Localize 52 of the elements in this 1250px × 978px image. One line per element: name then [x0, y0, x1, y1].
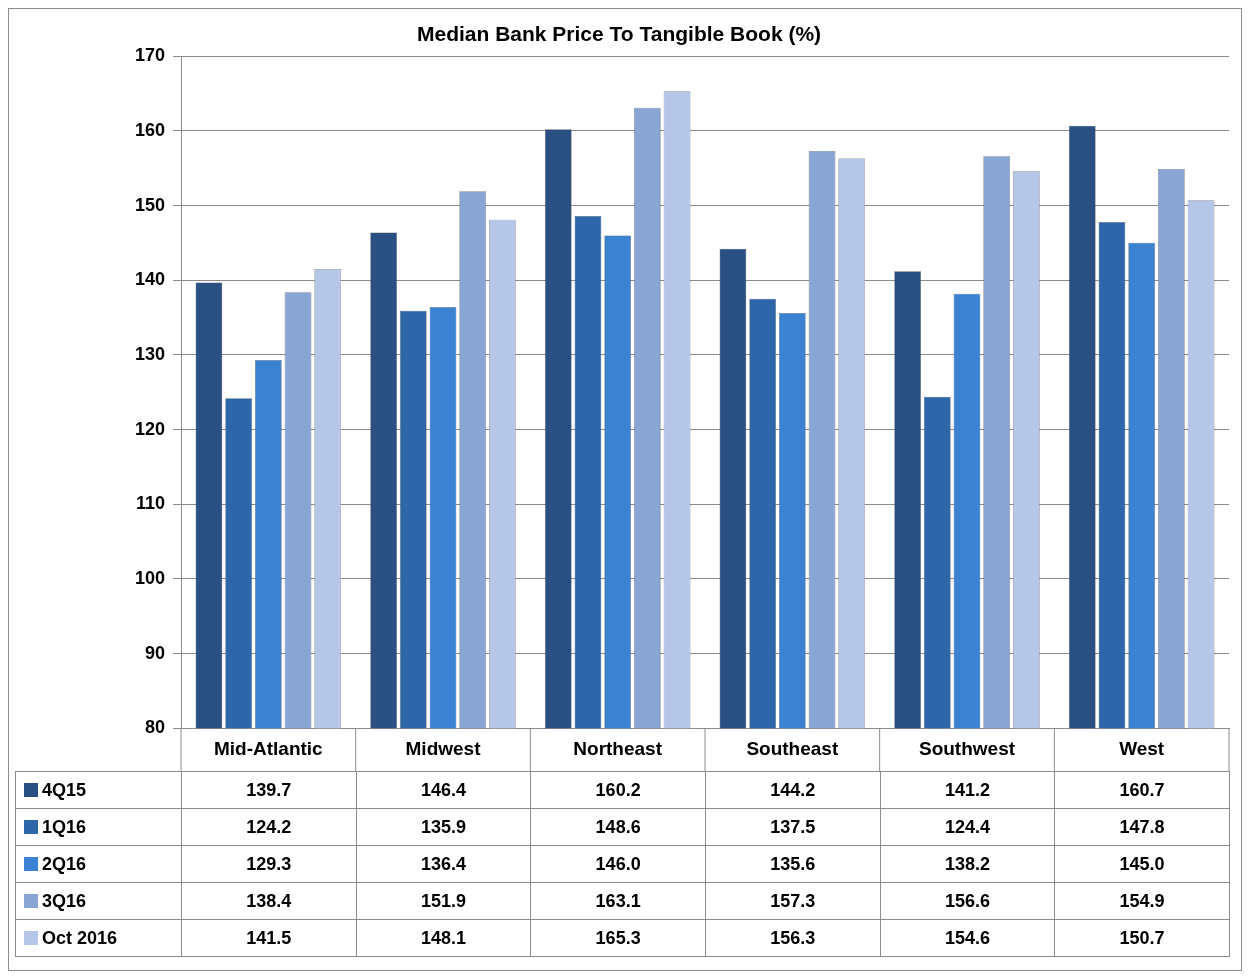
data-label: 154.6: [880, 919, 1055, 957]
data-label: 146.4: [356, 771, 531, 809]
y-tick-label: 140: [134, 269, 165, 290]
data-label: 151.9: [356, 882, 531, 920]
data-label: 136.4: [356, 845, 531, 883]
data-label: 138.2: [880, 845, 1055, 883]
data-label: 165.3: [530, 919, 706, 957]
x-tick-label: Southwest: [918, 737, 1016, 759]
legend-label: 4Q15: [42, 779, 87, 800]
x-tick-label: Mid-Atlantic: [213, 737, 324, 759]
data-label: 141.5: [181, 919, 357, 957]
data-label: 124.2: [181, 808, 357, 846]
data-label: 163.1: [530, 882, 706, 920]
data-label: 148.1: [356, 919, 531, 957]
data-label: 146.0: [530, 845, 706, 883]
data-label: 124.4: [880, 808, 1055, 846]
data-label: 147.8: [1054, 808, 1230, 846]
x-tick-label: Southeast: [746, 737, 839, 759]
y-tick-label: 120: [134, 418, 165, 439]
y-tick-label: 80: [144, 717, 165, 738]
data-label: 156.6: [880, 882, 1055, 920]
legend-label: 2Q16: [42, 853, 87, 874]
data-label: 154.9: [1054, 882, 1230, 920]
data-label: 129.3: [181, 845, 357, 883]
y-tick-label: 90: [144, 642, 165, 663]
data-label: 138.4: [181, 882, 357, 920]
data-label: 156.3: [705, 919, 881, 957]
data-label: 139.7: [181, 771, 357, 809]
y-tick-label: 150: [134, 194, 165, 215]
y-tick-label: 130: [134, 343, 165, 364]
data-label: 148.6: [530, 808, 706, 846]
data-label: 160.7: [1054, 771, 1230, 809]
data-label: 144.2: [705, 771, 881, 809]
x-tick-label: Midwest: [405, 737, 482, 759]
y-tick-label: 160: [134, 119, 165, 140]
y-tick-label: 170: [134, 45, 165, 66]
data-label: 141.2: [880, 771, 1055, 809]
x-tick-label: West: [1119, 737, 1165, 759]
data-label: 137.5: [705, 808, 881, 846]
data-label: 135.6: [705, 845, 881, 883]
data-label: 157.3: [705, 882, 881, 920]
data-label: 145.0: [1054, 845, 1230, 883]
y-tick-label: 110: [135, 493, 165, 514]
data-label: 160.2: [530, 771, 706, 809]
x-tick-label: Northeast: [573, 737, 663, 759]
y-tick-label: 100: [134, 567, 165, 588]
data-label: 135.9: [356, 808, 531, 846]
chart-title: Median Bank Price To Tangible Book (%): [416, 22, 822, 46]
legend-label: Oct 2016: [42, 927, 118, 948]
legend-label: 1Q16: [42, 816, 87, 837]
legend-label: 3Q16: [42, 890, 87, 911]
data-label: 150.7: [1054, 919, 1230, 957]
